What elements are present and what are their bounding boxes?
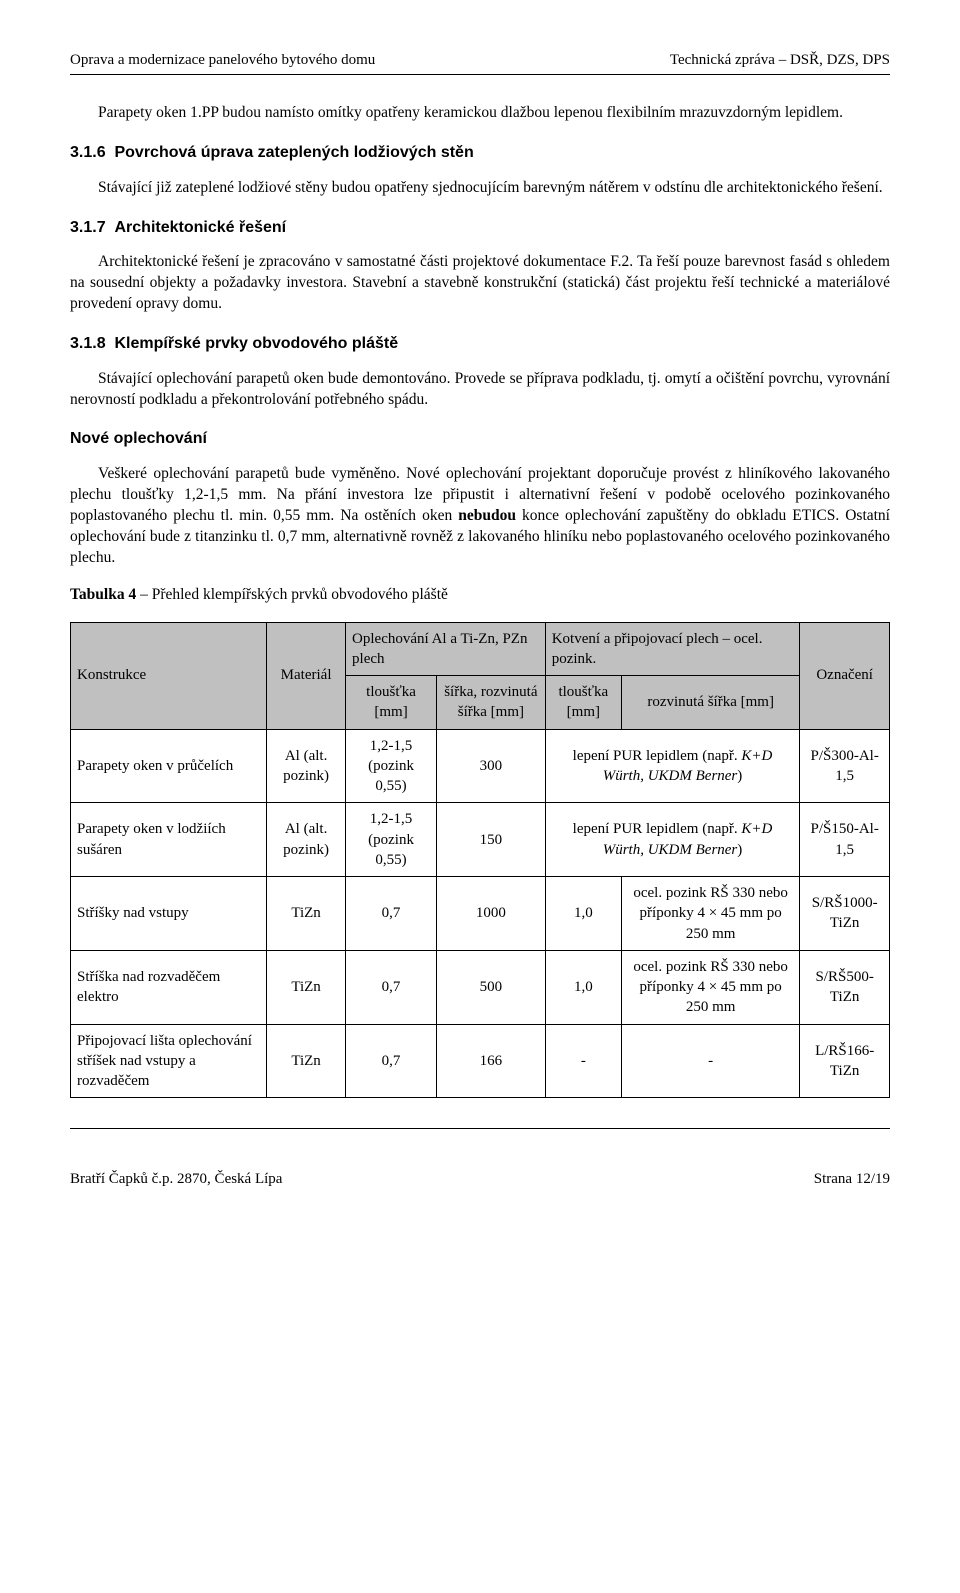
cell-tl: 0,7 bbox=[346, 877, 437, 951]
paragraph-316: Stávající již zateplené lodžiové stěny b… bbox=[70, 178, 890, 199]
paragraph-318-1: Stávající oplechování parapetů oken bude… bbox=[70, 369, 890, 411]
subheading-nove-oplechovani: Nové oplechování bbox=[70, 428, 890, 450]
cell-konstrukce: Stříška nad rozvaděčem elektro bbox=[71, 950, 267, 1024]
table-caption: Tabulka 4 – Přehled klempířských prvků o… bbox=[70, 585, 890, 606]
cell-kotveni: lepení PUR lepidlem (např. K+D Würth, UK… bbox=[545, 729, 800, 803]
footer-right: Strana 12/19 bbox=[814, 1169, 890, 1189]
cell-sirka: 1000 bbox=[437, 877, 546, 951]
header-right: Technická zpráva – DSŘ, DZS, DPS bbox=[670, 50, 890, 70]
table-head: Konstrukce Materiál Oplechování Al a Ti-… bbox=[71, 622, 890, 729]
footer-rule bbox=[70, 1128, 890, 1129]
footer-left: Bratří Čapků č.p. 2870, Česká Lípa bbox=[70, 1169, 282, 1189]
text: lepení PUR lepidlem (např. bbox=[573, 821, 738, 837]
cell-ozn: L/RŠ166-TiZn bbox=[800, 1024, 890, 1098]
heading-title: Klempířské prvky obvodového pláště bbox=[114, 335, 398, 352]
cell-kot-s: - bbox=[621, 1024, 799, 1098]
cell-tl: 0,7 bbox=[346, 950, 437, 1024]
heading-316: 3.1.6 Povrchová úprava zateplených lodži… bbox=[70, 142, 890, 164]
cell-material: TiZn bbox=[267, 877, 346, 951]
paragraph-318-2: Veškeré oplechování parapetů bude vyměně… bbox=[70, 464, 890, 569]
cell-ozn: S/RŠ1000-TiZn bbox=[800, 877, 890, 951]
paragraph-317: Architektonické řešení je zpracováno v s… bbox=[70, 252, 890, 315]
col-tloustka-1: tloušťka [mm] bbox=[346, 676, 437, 730]
cell-material: Al (alt. pozink) bbox=[267, 729, 346, 803]
col-material: Materiál bbox=[267, 622, 346, 729]
paragraph-intro: Parapety oken 1.PP budou namísto omítky … bbox=[70, 103, 890, 124]
table-row: Stříška nad rozvaděčem elektro TiZn 0,7 … bbox=[71, 950, 890, 1024]
heading-317: 3.1.7 Architektonické řešení bbox=[70, 217, 890, 239]
cell-tl: 0,7 bbox=[346, 1024, 437, 1098]
cell-tl: 1,2-1,5 (pozink 0,55) bbox=[346, 729, 437, 803]
heading-num: 3.1.7 bbox=[70, 219, 106, 236]
cell-kot-tl: 1,0 bbox=[545, 950, 621, 1024]
cell-kot-s: ocel. pozink RŠ 330 nebo příponky 4 × 45… bbox=[621, 950, 799, 1024]
text: ) bbox=[737, 768, 742, 784]
cell-sirka: 300 bbox=[437, 729, 546, 803]
cell-konstrukce: Stříšky nad vstupy bbox=[71, 877, 267, 951]
caption-text: – Přehled klempířských prvků obvodového … bbox=[136, 586, 448, 603]
cell-kotveni: lepení PUR lepidlem (např. K+D Würth, UK… bbox=[545, 803, 800, 877]
cell-tl: 1,2-1,5 (pozink 0,55) bbox=[346, 803, 437, 877]
cell-kot-tl: - bbox=[545, 1024, 621, 1098]
header-rule bbox=[70, 74, 890, 75]
cell-sirka: 166 bbox=[437, 1024, 546, 1098]
cell-ozn: P/Š150-Al-1,5 bbox=[800, 803, 890, 877]
cell-sirka: 150 bbox=[437, 803, 546, 877]
cell-konstrukce: Parapety oken v průčelích bbox=[71, 729, 267, 803]
cell-sirka: 500 bbox=[437, 950, 546, 1024]
col-group-oplechovani: Oplechování Al a Ti-Zn, PZn plech bbox=[346, 622, 546, 676]
cell-ozn: S/RŠ500-TiZn bbox=[800, 950, 890, 1024]
heading-title: Architektonické řešení bbox=[114, 219, 286, 236]
col-konstrukce: Konstrukce bbox=[71, 622, 267, 729]
heading-title: Povrchová úprava zateplených lodžiových … bbox=[114, 144, 473, 161]
cell-material: TiZn bbox=[267, 950, 346, 1024]
text: lepení PUR lepidlem (např. bbox=[573, 748, 738, 764]
cell-kot-tl: 1,0 bbox=[545, 877, 621, 951]
text: ) bbox=[737, 842, 742, 858]
page-header: Oprava a modernizace panelového bytového… bbox=[70, 50, 890, 70]
caption-label: Tabulka 4 bbox=[70, 586, 136, 603]
cell-material: Al (alt. pozink) bbox=[267, 803, 346, 877]
cell-ozn: P/Š300-Al-1,5 bbox=[800, 729, 890, 803]
heading-num: 3.1.6 bbox=[70, 144, 106, 161]
header-left: Oprava a modernizace panelového bytového… bbox=[70, 50, 375, 70]
col-group-kotveni: Kotvení a připojovací plech – ocel. pozi… bbox=[545, 622, 800, 676]
cell-konstrukce: Připojovací lišta oplechování stříšek na… bbox=[71, 1024, 267, 1098]
table-row: Parapety oken v lodžiích sušáren Al (alt… bbox=[71, 803, 890, 877]
page-footer: Bratří Čapků č.p. 2870, Česká Lípa Stran… bbox=[70, 1169, 890, 1189]
table-row: Připojovací lišta oplechování stříšek na… bbox=[71, 1024, 890, 1098]
cell-kot-s: ocel. pozink RŠ 330 nebo příponky 4 × 45… bbox=[621, 877, 799, 951]
cell-material: TiZn bbox=[267, 1024, 346, 1098]
table-head-row-1: Konstrukce Materiál Oplechování Al a Ti-… bbox=[71, 622, 890, 676]
col-oznaceni: Označení bbox=[800, 622, 890, 729]
col-sirka-2: rozvinutá šířka [mm] bbox=[621, 676, 799, 730]
cell-konstrukce: Parapety oken v lodžiích sušáren bbox=[71, 803, 267, 877]
klempirske-prvky-table: Konstrukce Materiál Oplechování Al a Ti-… bbox=[70, 622, 890, 1099]
heading-318: 3.1.8 Klempířské prvky obvodového pláště bbox=[70, 333, 890, 355]
text-bold: nebudou bbox=[458, 507, 516, 524]
col-tloustka-2: tloušťka [mm] bbox=[545, 676, 621, 730]
table-body: Parapety oken v průčelích Al (alt. pozin… bbox=[71, 729, 890, 1098]
table-row: Stříšky nad vstupy TiZn 0,7 1000 1,0 oce… bbox=[71, 877, 890, 951]
heading-num: 3.1.8 bbox=[70, 335, 106, 352]
col-sirka-1: šířka, rozvinutá šířka [mm] bbox=[437, 676, 546, 730]
table-row: Parapety oken v průčelích Al (alt. pozin… bbox=[71, 729, 890, 803]
page: Oprava a modernizace panelového bytového… bbox=[0, 0, 960, 1230]
